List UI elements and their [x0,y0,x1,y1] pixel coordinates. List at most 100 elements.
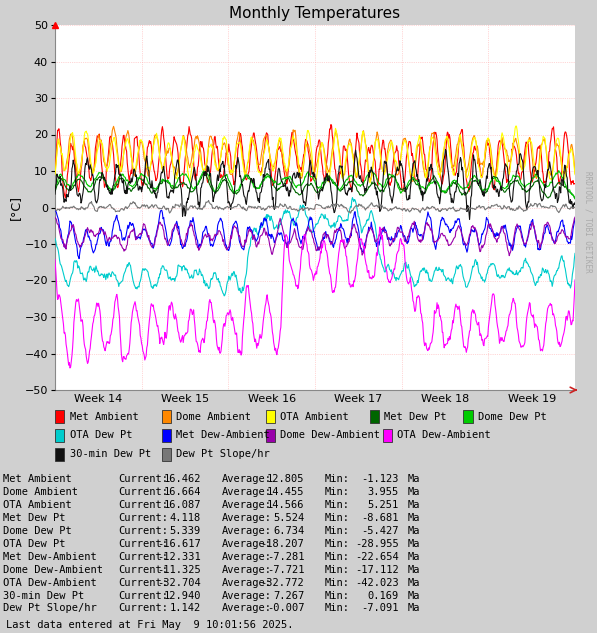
Text: RRDTOOL / TOBI OETIKER: RRDTOOL / TOBI OETIKER [583,171,593,272]
Text: OTA Dew-Ambient: OTA Dew-Ambient [3,577,97,587]
Text: OTA Dew Pt: OTA Dew Pt [70,430,132,440]
Text: Dew Pt Slope/hr: Dew Pt Slope/hr [176,449,270,460]
Text: Ma: Ma [408,603,420,613]
Bar [383,429,392,442]
Bar [55,429,64,442]
Text: -32.772: -32.772 [261,577,304,587]
Text: Min:: Min: [325,603,350,613]
Text: -5.427: -5.427 [361,526,399,536]
Text: Average:: Average: [221,591,272,601]
Text: 16.664: 16.664 [164,487,201,497]
Text: Average:: Average: [221,552,272,561]
Text: 12.940: 12.940 [164,591,201,601]
Y-axis label: [°C]: [°C] [9,195,21,220]
Text: 14.566: 14.566 [267,500,304,510]
Text: Min:: Min: [325,565,350,575]
Text: -7.721: -7.721 [267,565,304,575]
Text: Ma: Ma [408,552,420,561]
Text: Met Dew Pt: Met Dew Pt [384,411,447,422]
Bar [463,410,473,423]
Text: 5.251: 5.251 [368,500,399,510]
Text: 12.805: 12.805 [267,474,304,484]
Text: 14.455: 14.455 [267,487,304,497]
Text: Average:: Average: [221,526,272,536]
Text: Current:: Current: [118,500,168,510]
Text: 5.339: 5.339 [170,526,201,536]
Text: Current:: Current: [118,577,168,587]
Text: Average:: Average: [221,487,272,497]
Text: OTA Dew Pt: OTA Dew Pt [3,539,66,549]
Text: Ma: Ma [408,474,420,484]
Text: OTA Ambient: OTA Ambient [280,411,349,422]
Title: Monthly Temperatures: Monthly Temperatures [229,6,401,21]
Text: -22.654: -22.654 [355,552,399,561]
Text: Ma: Ma [408,526,420,536]
Text: Average:: Average: [221,513,272,523]
Text: Ma: Ma [408,565,420,575]
Text: Dome Dew Pt: Dome Dew Pt [3,526,72,536]
Text: Ma: Ma [408,539,420,549]
Text: 7.267: 7.267 [273,591,304,601]
Text: 30-min Dew Pt: 30-min Dew Pt [70,449,151,460]
Bar [55,448,64,461]
Text: OTA Dew-Ambient: OTA Dew-Ambient [397,430,491,440]
Text: -32.704: -32.704 [157,577,201,587]
Text: 16.087: 16.087 [164,500,201,510]
Text: Met Ambient: Met Ambient [70,411,139,422]
Text: -11.325: -11.325 [157,565,201,575]
Text: -16.617: -16.617 [157,539,201,549]
Text: 1.142: 1.142 [170,603,201,613]
Bar [370,410,379,423]
Text: -12.331: -12.331 [157,552,201,561]
Text: 30-min Dew Pt: 30-min Dew Pt [3,591,84,601]
Bar [266,410,275,423]
Text: Min:: Min: [325,539,350,549]
Text: Current:: Current: [118,513,168,523]
Text: -8.681: -8.681 [361,513,399,523]
Text: OTA Ambient: OTA Ambient [3,500,72,510]
Text: Min:: Min: [325,487,350,497]
Text: Average:: Average: [221,565,272,575]
Text: Ma: Ma [408,513,420,523]
Text: Average:: Average: [221,500,272,510]
Text: Met Ambient: Met Ambient [3,474,72,484]
Text: 6.734: 6.734 [273,526,304,536]
Text: Average:: Average: [221,539,272,549]
Text: Dome Dew Pt: Dome Dew Pt [478,411,546,422]
Text: -7.091: -7.091 [361,603,399,613]
Text: Min:: Min: [325,513,350,523]
Text: Current:: Current: [118,526,168,536]
Text: Ma: Ma [408,591,420,601]
Text: Met Dew-Ambient: Met Dew-Ambient [176,430,270,440]
Bar [266,429,275,442]
Text: -18.207: -18.207 [261,539,304,549]
Text: Met Dew-Ambient: Met Dew-Ambient [3,552,97,561]
Text: -17.112: -17.112 [355,565,399,575]
Text: Last data entered at Fri May  9 10:01:56 2025.: Last data entered at Fri May 9 10:01:56 … [6,620,294,630]
Text: Ma: Ma [408,500,420,510]
Text: Current:: Current: [118,552,168,561]
Text: 4.118: 4.118 [170,513,201,523]
Bar [162,429,171,442]
Text: -42.023: -42.023 [355,577,399,587]
Text: 5.524: 5.524 [273,513,304,523]
Text: Min:: Min: [325,577,350,587]
Text: 3.955: 3.955 [368,487,399,497]
Text: Dome Ambient: Dome Ambient [3,487,78,497]
Text: Ma: Ma [408,577,420,587]
Text: 16.462: 16.462 [164,474,201,484]
Text: Current:: Current: [118,565,168,575]
Text: Ma: Ma [408,487,420,497]
Text: 0.169: 0.169 [368,591,399,601]
Text: Min:: Min: [325,474,350,484]
Text: Dome Dew-Ambient: Dome Dew-Ambient [280,430,380,440]
Text: Average:: Average: [221,603,272,613]
Text: Dome Ambient: Dome Ambient [176,411,251,422]
Text: Current:: Current: [118,539,168,549]
Text: Min:: Min: [325,500,350,510]
Text: Min:: Min: [325,526,350,536]
Text: -7.281: -7.281 [267,552,304,561]
Text: -0.007: -0.007 [267,603,304,613]
Text: Min:: Min: [325,591,350,601]
Text: -28.955: -28.955 [355,539,399,549]
